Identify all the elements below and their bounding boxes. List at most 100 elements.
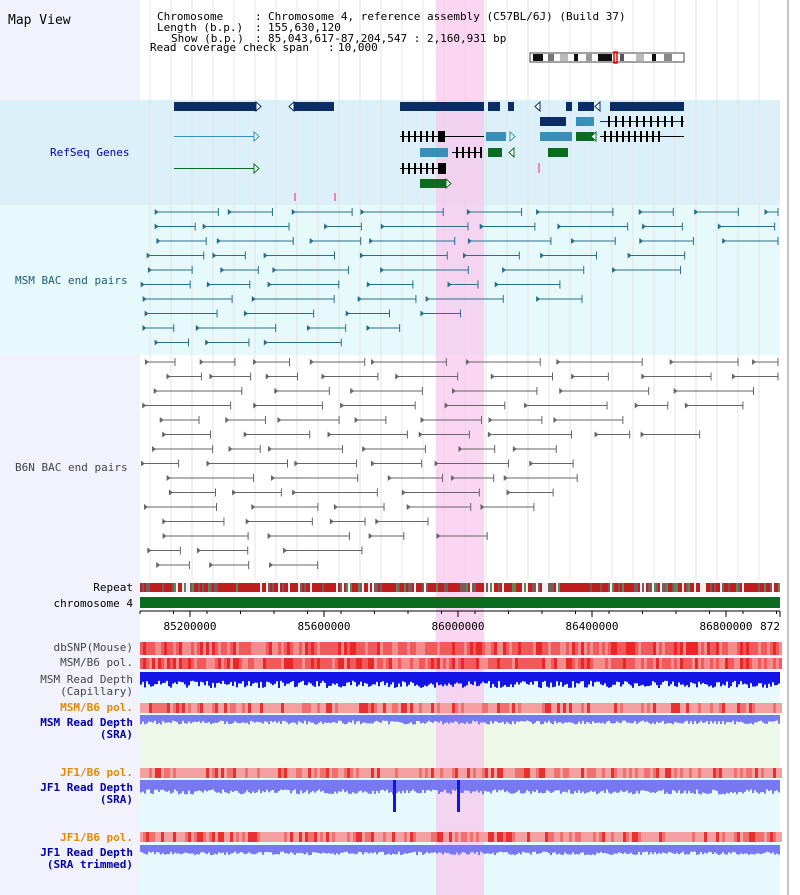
msm-bac-track[interactable] <box>140 208 779 347</box>
repeat-segment <box>268 583 270 592</box>
polymorphism-cell <box>158 768 161 778</box>
read-depth-bar <box>562 672 564 687</box>
polymorphism-cell <box>311 642 314 655</box>
repeat-track[interactable] <box>140 583 780 592</box>
track-label-b6n-bac[interactable]: B6N BAC end pairs <box>15 461 128 474</box>
gene-exon-tick <box>468 147 470 158</box>
polymorphism-cell <box>221 658 224 669</box>
read-depth-bar <box>628 845 630 854</box>
repeat-segment <box>372 583 374 592</box>
repeat-segment <box>288 583 290 592</box>
polymorphism-cell <box>179 642 182 655</box>
read-depth-bar <box>708 715 710 725</box>
polymorphism-cell <box>689 832 692 842</box>
polymorphism-cell <box>380 832 383 842</box>
b6n-bac-track[interactable] <box>140 358 779 569</box>
read-depth-bar <box>534 715 536 723</box>
read-depth-bar <box>416 780 418 793</box>
read-depth-bar <box>594 672 596 683</box>
polymorphism-cell <box>725 642 728 655</box>
track-label-chromosome[interactable]: chromosome 4 <box>54 597 134 610</box>
read-depth-bar <box>150 780 152 794</box>
read-depth-bar <box>236 845 238 854</box>
gene-exon-tick <box>622 116 624 127</box>
track-label-jf1-depth-sra[interactable]: JF1 Read Depth <box>40 781 133 794</box>
polymorphism-cell <box>491 768 494 778</box>
read-depth-bar <box>626 845 628 854</box>
read-depth-bar <box>230 780 232 791</box>
read-depth-bar <box>628 715 630 723</box>
polymorphism-cell <box>173 768 176 778</box>
read-depth-bar <box>280 845 282 852</box>
msm-bac-pair-end-marker <box>467 238 472 244</box>
polymorphism-cell <box>278 658 281 669</box>
polymorphism-cell <box>491 832 494 842</box>
polymorphism-cell <box>539 658 542 669</box>
read-depth-bar <box>466 845 468 855</box>
track-label-msm-b6-pol[interactable]: MSM/B6 pol. <box>60 656 133 669</box>
read-depth-bar <box>506 715 508 723</box>
track-label-jf1-depth-trimmed[interactable]: JF1 Read Depth <box>40 846 133 859</box>
read-depth-bar <box>610 715 612 724</box>
track-label-repeat[interactable]: Repeat <box>93 581 133 594</box>
polymorphism-cell <box>638 703 641 713</box>
polymorphism-cell <box>284 703 287 713</box>
track-label-jf1-pol[interactable]: JF1/B6 pol. <box>60 766 133 779</box>
read-depth-bar <box>768 780 770 791</box>
read-depth-bar <box>206 845 208 855</box>
read-depth-bar <box>504 672 506 686</box>
read-depth-bar <box>264 715 266 722</box>
repeat-segment <box>626 583 628 592</box>
refseq-genes-track[interactable] <box>174 100 684 201</box>
repeat-segment <box>166 583 168 592</box>
track-label-msm-bac[interactable]: MSM BAC end pairs <box>15 274 128 287</box>
read-depth-bar <box>628 780 630 794</box>
read-depth-bar <box>308 780 310 794</box>
read-depth-bar <box>230 715 232 724</box>
polymorphism-cell <box>281 703 284 713</box>
track-label-msm-depth-capillary[interactable]: MSM Read Depth <box>40 673 133 686</box>
polymorphism-cell <box>293 703 296 713</box>
polymorphism-cell <box>665 642 668 655</box>
repeat-segment <box>438 583 440 592</box>
read-depth-bar <box>262 780 264 792</box>
read-depth-bar <box>330 780 332 794</box>
read-depth-bar <box>200 715 202 723</box>
read-depth-bar <box>574 845 576 855</box>
read-depth-bar <box>726 845 728 855</box>
polymorphism-cell <box>431 832 434 842</box>
track-label-msm-depth-sra[interactable]: MSM Read Depth <box>40 716 133 729</box>
track-label-refseq[interactable]: RefSeq Genes <box>50 146 129 159</box>
gene-exon-block <box>294 102 334 111</box>
polymorphism-cell <box>140 642 143 655</box>
track-label-jf1-pol-trimmed[interactable]: JF1/B6 pol. <box>60 831 133 844</box>
track-label-msm-b6-pol-sra[interactable]: MSM/B6 pol. <box>60 701 133 714</box>
polymorphism-cell <box>149 658 152 669</box>
gene-strand-arrow <box>534 100 541 113</box>
chromosome-ideogram[interactable] <box>529 51 685 64</box>
polymorphism-cell <box>338 832 341 842</box>
polymorphism-cell <box>173 703 176 713</box>
read-depth-bar <box>414 672 416 686</box>
read-depth-bar <box>578 672 580 684</box>
read-depth-bar <box>184 715 186 724</box>
read-depth-tracks[interactable] <box>140 672 780 856</box>
polymorphism-cell <box>713 703 716 713</box>
polymorphism-strips[interactable] <box>140 642 782 842</box>
read-depth-bar <box>162 845 164 854</box>
read-depth-bar <box>774 715 776 722</box>
polymorphism-cell <box>344 768 347 778</box>
track-label-dbsnp[interactable]: dbSNP(Mouse) <box>54 641 133 654</box>
read-depth-bar <box>140 672 142 685</box>
chromosome-bar[interactable] <box>140 597 780 608</box>
read-depth-bar <box>190 780 192 795</box>
polymorphism-cell <box>257 642 260 655</box>
read-depth-bar <box>392 672 394 683</box>
polymorphism-cell <box>212 703 215 713</box>
polymorphism-cell <box>368 768 371 778</box>
read-depth-bar <box>388 780 390 793</box>
read-depth-bar <box>254 845 256 855</box>
read-depth-bar <box>368 672 370 687</box>
polymorphism-cell <box>635 703 638 713</box>
